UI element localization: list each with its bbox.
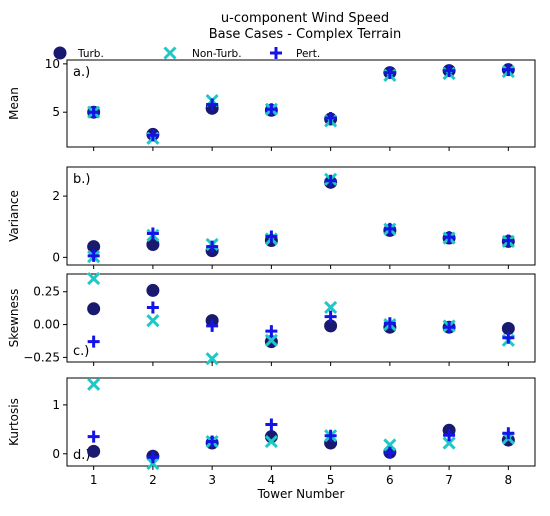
point-circle [501,322,515,336]
legend-marker-plus [270,47,282,59]
point-plus [146,451,159,464]
chart-title: u-component Wind Speed [221,11,389,26]
y-tick-label: 5 [52,105,60,119]
y-tick-label: 0 [52,447,60,461]
point-plus [383,66,396,79]
y-axis-label: Kurtosis [7,398,21,446]
point-plus [87,335,100,348]
x-axis: 1 2 3 4 5 6 7 8 [90,473,512,487]
legend-marker-x [163,46,177,60]
point-plus [443,321,456,334]
point-plus [265,325,278,338]
point-plus [87,249,100,262]
x-tick-label: 8 [505,473,513,487]
y-tick-label: 0.25 [33,285,60,299]
point-plus [146,227,159,240]
point-plus [443,429,456,442]
panel-label: c.) [73,344,89,359]
point-plus [87,106,100,119]
point-plus [324,174,337,187]
point-plus [146,129,159,142]
y-tick-label: 10 [45,57,60,71]
point-plus [324,112,337,124]
x-axis-label: Tower Number [257,487,345,501]
point-plus [502,63,515,76]
point-x [264,333,278,347]
point-circle [87,302,101,316]
y-tick-label: 2 [52,189,60,203]
point-x [264,434,278,449]
point-x [146,456,160,471]
panel-frame [66,377,536,467]
panels: 510Meana.)02Varianceb.)0.250.00−0.25Skew… [7,57,536,471]
point-plus [502,427,515,440]
point-plus [383,446,396,459]
point-plus [265,230,278,243]
point-plus [265,103,278,116]
y-axis-label: Mean [7,87,21,120]
point-plus [383,317,396,330]
point-circle [87,444,101,458]
y-tick-label: 1 [52,398,60,412]
x-tick-label: 3 [208,473,216,487]
chart-subtitle: Base Cases - Complex Terrain [209,27,402,42]
point-circle [146,237,160,251]
x-tick-label: 2 [149,473,157,487]
y-tick-label: −0.25 [23,350,60,364]
panel-frame [66,166,536,266]
point-plus [206,240,219,253]
point-plus [206,98,219,111]
y-tick-label: 0 [52,250,60,264]
point-plus [265,418,278,431]
point-plus [146,301,159,314]
point-plus [502,331,515,344]
panel-2: 0 2 Variance b.) [7,166,536,269]
legend-marker-circle [53,46,67,60]
point-x [442,436,456,450]
x-tick-label: 7 [445,473,453,487]
x-tick-label: 1 [90,473,98,487]
panel-1: 5 10 Mean a.) [7,57,536,151]
legend-label: Pert. [296,48,320,60]
point-plus [206,319,219,332]
point-plus [443,64,456,77]
legend: Turb. Non-Turb. Pert. [53,46,320,60]
legend-label: Turb. [77,48,104,60]
point-plus [502,234,515,247]
point-circle [324,319,338,333]
point-x [146,314,160,328]
point-x [87,377,101,391]
y-axis-label: Variance [7,190,21,242]
panel-frame [66,59,536,148]
point-plus [383,222,396,235]
x-tick-label: 5 [327,473,335,487]
x-tick-label: 6 [386,473,394,487]
x-tick-label: 4 [268,473,276,487]
point-plus [324,429,337,442]
panel-label: b.) [73,172,90,187]
point-x [205,352,219,366]
panel-label: d.) [73,448,90,463]
legend-label: Non-Turb. [192,48,242,60]
point-plus [443,231,456,244]
point-plus [87,430,100,443]
point-circle [87,240,101,254]
y-tick-label: 0.00 [33,318,60,332]
point-x [383,438,397,452]
y-axis-label: Skewness [7,289,21,348]
point-circle [146,283,160,297]
point-plus [324,310,337,323]
point-x [324,300,338,315]
panel-4: 0 1 Kurtosis d.) [7,377,536,471]
panel-label: a.) [73,65,90,80]
panel-frame [66,273,536,363]
point-x [87,272,101,286]
point-plus [206,435,219,448]
